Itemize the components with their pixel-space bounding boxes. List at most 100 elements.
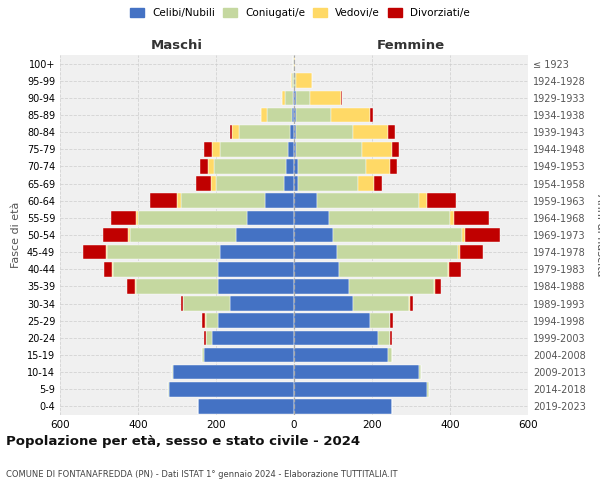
Bar bbox=[329, 210, 450, 225]
Bar bbox=[353, 125, 388, 140]
Bar bbox=[374, 176, 382, 191]
Bar bbox=[205, 314, 206, 328]
Bar bbox=[296, 142, 362, 156]
Bar bbox=[389, 330, 392, 345]
Bar bbox=[230, 296, 294, 311]
Bar bbox=[113, 262, 218, 276]
Bar bbox=[427, 194, 456, 208]
Bar bbox=[136, 279, 218, 293]
Bar bbox=[388, 125, 395, 140]
Bar bbox=[173, 365, 294, 380]
Bar bbox=[294, 159, 298, 174]
Bar bbox=[214, 159, 286, 174]
Bar bbox=[293, 56, 294, 71]
Bar bbox=[434, 279, 435, 293]
Bar bbox=[199, 399, 294, 413]
Bar bbox=[389, 314, 391, 328]
Bar bbox=[281, 90, 286, 105]
Bar bbox=[104, 262, 112, 276]
Bar bbox=[284, 176, 294, 191]
Bar bbox=[196, 176, 211, 191]
Bar bbox=[454, 210, 489, 225]
Bar bbox=[358, 176, 374, 191]
Bar bbox=[218, 314, 294, 328]
Bar bbox=[339, 262, 448, 276]
Bar bbox=[449, 262, 461, 276]
Text: Maschi: Maschi bbox=[151, 38, 203, 52]
Bar bbox=[410, 296, 413, 311]
Bar bbox=[298, 159, 366, 174]
Bar bbox=[220, 142, 288, 156]
Bar bbox=[181, 296, 183, 311]
Bar bbox=[337, 245, 458, 260]
Bar bbox=[292, 74, 294, 88]
Y-axis label: Fasce di età: Fasce di età bbox=[11, 202, 21, 268]
Bar bbox=[286, 90, 293, 105]
Bar bbox=[183, 296, 230, 311]
Bar bbox=[208, 159, 214, 174]
Bar bbox=[204, 348, 294, 362]
Bar bbox=[294, 399, 392, 413]
Bar bbox=[290, 125, 294, 140]
Bar bbox=[294, 279, 349, 293]
Bar bbox=[230, 125, 232, 140]
Bar bbox=[204, 142, 212, 156]
Bar bbox=[333, 228, 462, 242]
Bar bbox=[235, 228, 294, 242]
Bar bbox=[296, 108, 331, 122]
Bar bbox=[130, 228, 235, 242]
Bar bbox=[294, 330, 378, 345]
Bar bbox=[460, 245, 483, 260]
Legend: Celibi/Nubili, Coniugati/e, Vedovi/e, Divorziati/e: Celibi/Nubili, Coniugati/e, Vedovi/e, Di… bbox=[127, 5, 473, 21]
Bar bbox=[419, 194, 427, 208]
Bar bbox=[366, 159, 389, 174]
Bar bbox=[261, 108, 266, 122]
Bar bbox=[378, 330, 389, 345]
Bar bbox=[127, 279, 135, 293]
Bar bbox=[294, 365, 419, 380]
Bar bbox=[331, 108, 370, 122]
Bar bbox=[169, 382, 294, 396]
Bar bbox=[294, 74, 296, 88]
Bar bbox=[206, 330, 212, 345]
Bar bbox=[293, 90, 294, 105]
Bar bbox=[232, 125, 239, 140]
Bar bbox=[294, 125, 296, 140]
Bar bbox=[310, 90, 341, 105]
Bar bbox=[294, 108, 296, 122]
Bar bbox=[392, 142, 400, 156]
Bar bbox=[211, 176, 216, 191]
Bar bbox=[294, 348, 388, 362]
Bar bbox=[136, 210, 138, 225]
Bar bbox=[288, 142, 294, 156]
Bar bbox=[172, 365, 173, 380]
Bar bbox=[296, 74, 311, 88]
Bar bbox=[200, 159, 208, 174]
Bar bbox=[294, 262, 339, 276]
Bar bbox=[103, 228, 128, 242]
Bar bbox=[419, 365, 421, 380]
Text: COMUNE DI FONTANAFREDDA (PN) - Dati ISTAT 1° gennaio 2024 - Elaborazione TUTTITA: COMUNE DI FONTANAFREDDA (PN) - Dati ISTA… bbox=[6, 470, 398, 479]
Bar bbox=[212, 142, 220, 156]
Bar bbox=[150, 194, 177, 208]
Bar bbox=[370, 108, 373, 122]
Text: Femmine: Femmine bbox=[377, 38, 445, 52]
Bar bbox=[292, 108, 294, 122]
Bar bbox=[107, 245, 220, 260]
Bar bbox=[296, 90, 310, 105]
Bar bbox=[294, 210, 329, 225]
Bar bbox=[112, 262, 113, 276]
Bar bbox=[427, 382, 428, 396]
Bar bbox=[353, 296, 409, 311]
Bar bbox=[266, 108, 292, 122]
Bar bbox=[294, 296, 353, 311]
Bar bbox=[294, 194, 317, 208]
Bar bbox=[202, 314, 205, 328]
Bar bbox=[220, 245, 294, 260]
Bar bbox=[181, 194, 265, 208]
Bar bbox=[389, 159, 397, 174]
Bar bbox=[298, 176, 358, 191]
Bar bbox=[128, 228, 130, 242]
Bar bbox=[294, 245, 337, 260]
Bar bbox=[239, 125, 290, 140]
